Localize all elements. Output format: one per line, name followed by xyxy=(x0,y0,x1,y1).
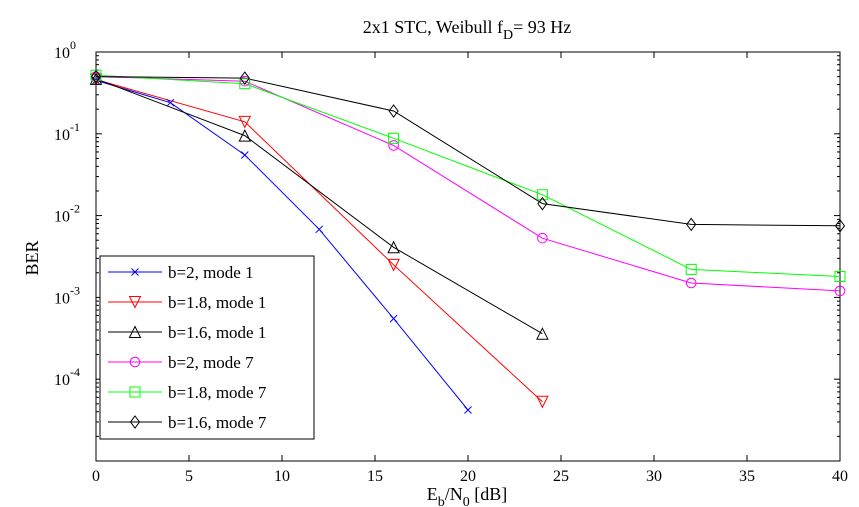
data-point-s4 xyxy=(537,232,548,244)
data-point-s1 xyxy=(464,406,472,414)
data-point-s2 xyxy=(387,258,400,272)
legend-label: b=2, mode 1 xyxy=(168,263,254,282)
chart-title-subscript: D xyxy=(503,28,513,43)
data-point-s6 xyxy=(686,217,697,232)
legend: b=2, mode 1 b=1.8, mode 1 b=1.6, mode 1 b=2… xyxy=(99,255,315,440)
data-point-s4 xyxy=(388,140,399,151)
legend-marker xyxy=(129,415,141,429)
y-tick-label: 100 xyxy=(54,38,76,62)
series-line-4 xyxy=(95,76,841,292)
legend-marker xyxy=(129,356,141,368)
series-line-6 xyxy=(95,76,841,227)
legend-marker xyxy=(128,325,142,338)
data-point-s5 xyxy=(834,271,846,283)
data-point-s6 xyxy=(90,69,102,84)
series-line-3 xyxy=(95,78,543,335)
y-tick-label: 10-1 xyxy=(54,120,80,144)
x-tick-label: 10 xyxy=(274,468,290,485)
data-point-s4 xyxy=(834,285,846,297)
y-tick-label: 10-2 xyxy=(54,202,80,226)
legend-label: b=1.6, mode 1 xyxy=(168,323,266,342)
legend-marker xyxy=(128,296,142,309)
legend-label: b=1.8, mode 1 xyxy=(168,293,266,312)
data-point-s6 xyxy=(834,218,846,233)
data-point-s3 xyxy=(238,129,252,142)
x-tick-label: 5 xyxy=(185,468,193,485)
data-point-s1 xyxy=(315,225,324,234)
x-tick-label: 35 xyxy=(739,468,755,485)
data-point-s6 xyxy=(239,71,250,85)
series-line-1 xyxy=(95,79,469,411)
data-point-s3 xyxy=(387,240,400,254)
y-axis-label: BER xyxy=(22,240,42,275)
x-axis-label: Eb/N0 [dB] xyxy=(427,484,508,507)
data-point-s6 xyxy=(388,104,399,118)
legend-marker xyxy=(131,268,139,276)
legend-box xyxy=(99,255,315,440)
data-point-s1 xyxy=(240,151,249,159)
legend-marker xyxy=(129,386,141,398)
data-point-s4 xyxy=(685,277,697,289)
x-tick-label: 0 xyxy=(92,468,100,485)
data-point-s3 xyxy=(536,327,549,340)
x-tick-label: 25 xyxy=(553,468,569,485)
legend-label: b=1.8, mode 7 xyxy=(168,383,267,402)
data-point-s5 xyxy=(685,263,697,275)
data-point-s1 xyxy=(166,98,175,107)
data-point-s5 xyxy=(536,189,548,201)
x-tick-label: 30 xyxy=(646,468,662,485)
x-tick-label: 40 xyxy=(832,468,848,485)
x-tick-label: 20 xyxy=(460,468,476,485)
legend-label: b=1.6, mode 7 xyxy=(168,413,267,432)
data-point-s5 xyxy=(388,132,400,144)
data-point-s1 xyxy=(389,314,398,323)
y-tick-label: 10-3 xyxy=(54,283,80,307)
y-tick-label: 10-4 xyxy=(54,365,80,389)
x-tick-label: 15 xyxy=(367,468,383,485)
chart-title: 2x1 STC, Weibull fD= 93 Hz xyxy=(363,17,572,43)
data-point-s6 xyxy=(537,196,548,211)
legend-label: b=2, mode 7 xyxy=(168,353,254,372)
series-line-2 xyxy=(95,79,543,403)
data-point-s5 xyxy=(239,78,251,90)
data-point-s2 xyxy=(238,115,252,129)
data-point-s2 xyxy=(536,395,549,409)
series-line-5 xyxy=(95,74,841,277)
